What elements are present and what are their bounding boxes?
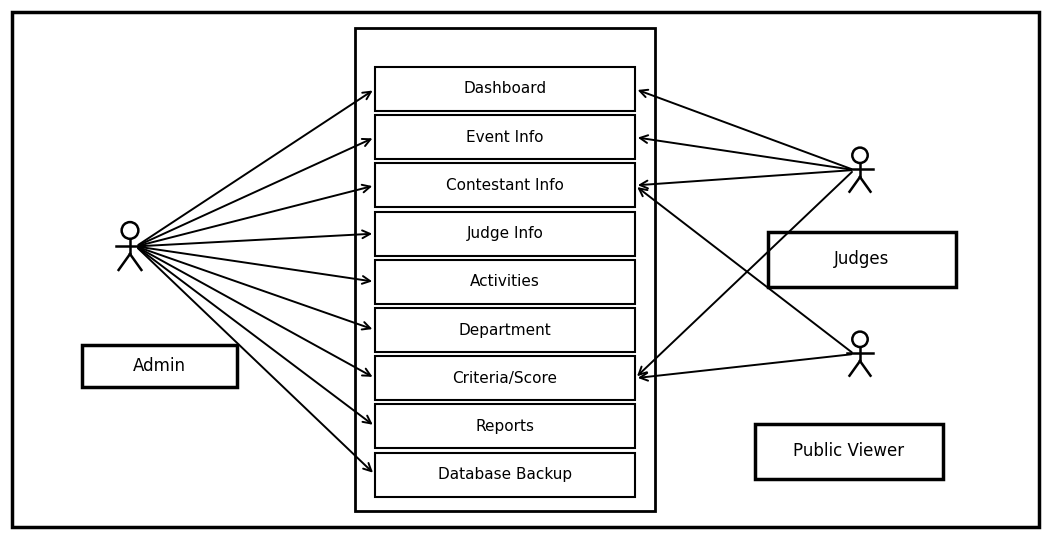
Bar	[375, 453, 635, 496]
Bar	[375, 115, 635, 159]
Text: Database Backup: Database Backup	[438, 467, 572, 482]
Bar	[375, 404, 635, 448]
Text: Public Viewer: Public Viewer	[794, 443, 905, 460]
Text: Judges: Judges	[834, 251, 890, 268]
Bar	[375, 356, 635, 400]
Text: Admin: Admin	[133, 357, 186, 375]
Bar	[82, 345, 236, 387]
Bar	[375, 67, 635, 111]
Bar	[375, 212, 635, 255]
Text: Event Info: Event Info	[467, 130, 543, 144]
Bar	[355, 28, 655, 511]
Text: Judge Info: Judge Info	[467, 226, 543, 241]
Bar	[375, 163, 635, 208]
Text: Activities: Activities	[470, 274, 540, 289]
Text: Reports: Reports	[475, 419, 535, 434]
Bar	[375, 260, 635, 304]
Text: Dashboard: Dashboard	[463, 81, 547, 96]
Bar	[755, 424, 943, 479]
Text: Contestant Info: Contestant Info	[446, 178, 564, 193]
Text: Criteria/Score: Criteria/Score	[453, 371, 557, 386]
Bar	[375, 308, 635, 352]
Bar	[768, 232, 956, 287]
Text: Department: Department	[458, 322, 552, 337]
